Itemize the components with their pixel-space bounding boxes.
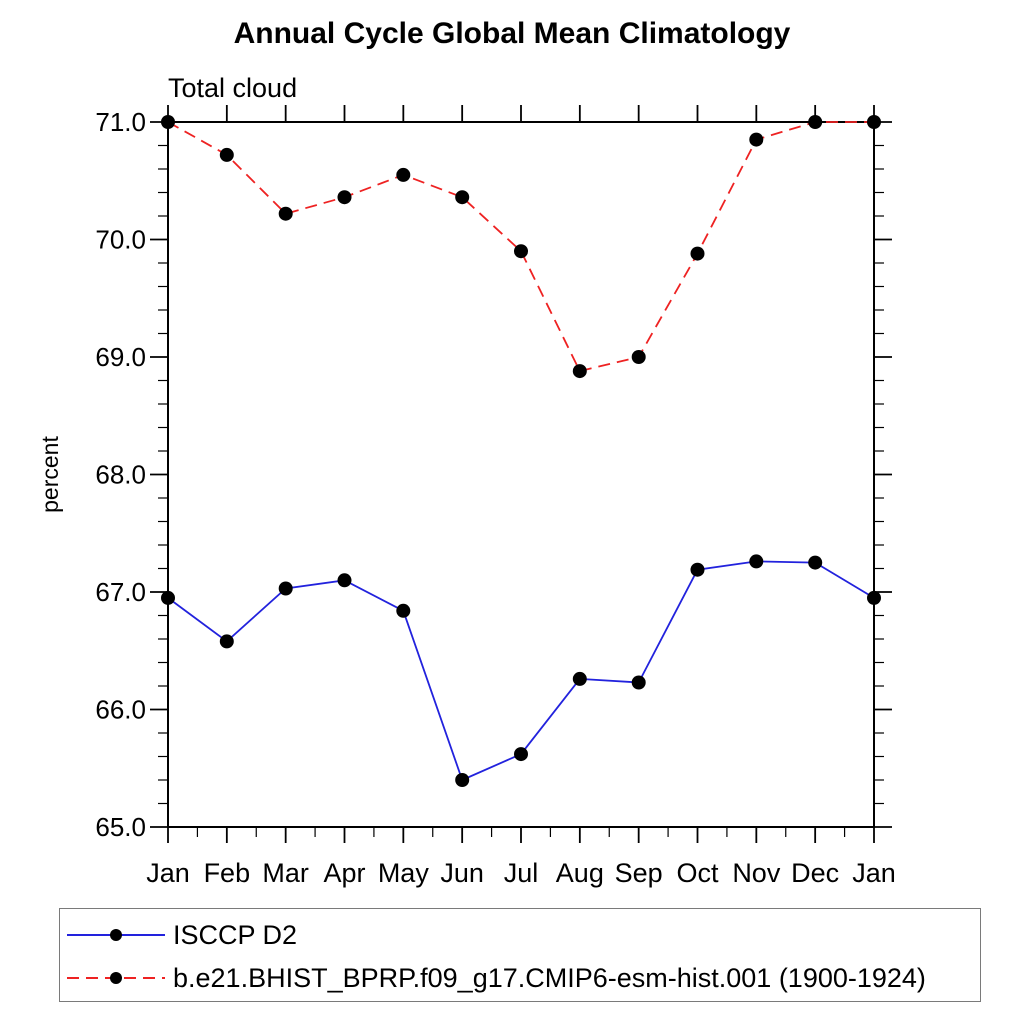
- series-1-marker: [808, 115, 823, 129]
- series-1-marker: [161, 115, 175, 129]
- series-1-marker: [572, 364, 587, 379]
- legend-item: ISCCP D2: [66, 919, 298, 950]
- x-axis-tick-label: Nov: [732, 858, 781, 888]
- chart-title: Annual Cycle Global Mean Climatology: [233, 17, 791, 50]
- legend-sample-marker-icon: [110, 972, 122, 984]
- series-0-marker: [514, 747, 528, 762]
- x-axis-tick-label: Dec: [791, 858, 839, 888]
- plot-border: [167, 121, 875, 828]
- series-1-marker: [337, 190, 352, 205]
- x-axis-tick-label: Oct: [676, 858, 719, 888]
- x-axis-tick-label: Sep: [615, 858, 663, 888]
- series-0-marker: [631, 675, 646, 690]
- y-axis-tick-label: 66.0: [95, 695, 146, 725]
- series-0-marker: [749, 554, 764, 569]
- x-axis-tick-label: Jun: [440, 858, 484, 888]
- series-1-marker: [396, 167, 411, 182]
- legend-label: b.e21.BHIST_BPRP.f09_g17.CMIP6-esm-hist.…: [173, 962, 926, 993]
- series-0-marker: [161, 590, 175, 605]
- series-0-marker: [337, 573, 352, 588]
- series-1-marker: [219, 147, 234, 162]
- y-axis-tick-label: 67.0: [95, 577, 146, 607]
- x-axis-tick-label: Jan: [852, 858, 896, 888]
- series-0-marker: [396, 603, 411, 618]
- x-axis-tick-label: May: [378, 858, 430, 888]
- series-1-marker: [278, 206, 293, 221]
- legend-item: b.e21.BHIST_BPRP.f09_g17.CMIP6-esm-hist.…: [66, 962, 926, 993]
- series-1-marker: [867, 115, 881, 129]
- series-0-marker: [219, 634, 234, 649]
- y-axis-tick-label: 69.0: [95, 342, 146, 372]
- series-0-marker: [572, 671, 587, 686]
- series-0-marker: [867, 590, 881, 605]
- y-axis-tick-label: 70.0: [95, 225, 146, 255]
- series-0-marker: [808, 555, 823, 570]
- series-0-marker: [455, 773, 470, 787]
- x-axis-tick-label: Apr: [323, 858, 365, 888]
- series-1-marker: [631, 350, 646, 364]
- y-axis-tick-label: 71.0: [95, 107, 146, 137]
- legend-sample-marker-icon: [110, 929, 122, 941]
- legend-label: ISCCP D2: [173, 919, 298, 950]
- x-axis-tick-label: Jan: [146, 858, 190, 888]
- legend-line-sample: [67, 972, 165, 984]
- legend-line-sample: [67, 929, 165, 941]
- series-1-marker: [514, 244, 528, 259]
- series-1-marker: [690, 246, 705, 261]
- series-1-marker: [749, 132, 764, 147]
- y-axis-tick-label: 68.0: [95, 460, 146, 490]
- legend: ISCCP D2 b.e21.BHIST_BPRP.f09_g17.CMIP6-…: [59, 908, 981, 1002]
- x-axis-tick-label: Feb: [204, 858, 251, 888]
- series-0-marker: [690, 562, 705, 577]
- x-axis-tick-label: Jul: [504, 858, 539, 888]
- x-axis-tick-label: Aug: [556, 858, 604, 888]
- y-axis-tick-label: 65.0: [95, 812, 146, 842]
- chart-subtitle: Total cloud: [168, 73, 298, 103]
- series-1-marker: [455, 190, 470, 205]
- series-0-marker: [278, 581, 293, 596]
- x-axis-tick-label: Mar: [262, 858, 309, 888]
